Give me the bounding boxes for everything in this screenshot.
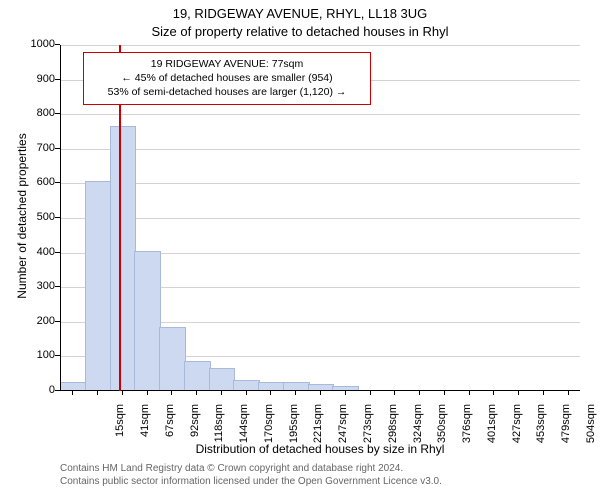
y-tick-label: 400 <box>20 246 55 258</box>
y-tick-label: 300 <box>20 280 55 292</box>
x-tick-mark <box>72 390 73 395</box>
x-tick-label: 247sqm <box>337 404 349 454</box>
x-tick-label: 170sqm <box>263 404 275 454</box>
bar <box>159 327 186 390</box>
x-tick-mark <box>221 390 222 395</box>
x-tick-mark <box>419 390 420 395</box>
x-tick-label: 118sqm <box>213 404 225 454</box>
x-tick-label: 67sqm <box>164 404 176 454</box>
y-tick-label: 700 <box>20 142 55 154</box>
x-tick-mark <box>171 390 172 395</box>
x-tick-label: 41sqm <box>139 404 151 454</box>
bar <box>258 382 285 390</box>
y-tick-label: 0 <box>20 384 55 396</box>
x-tick-mark <box>493 390 494 395</box>
y-tick-mark <box>55 252 60 253</box>
x-tick-label: 350sqm <box>436 404 448 454</box>
x-tick-mark <box>568 390 569 395</box>
x-tick-mark <box>147 390 148 395</box>
bar <box>110 126 137 390</box>
y-tick-label: 900 <box>20 73 55 85</box>
y-tick-label: 600 <box>20 176 55 188</box>
y-tick-mark <box>55 113 60 114</box>
x-tick-label: 479sqm <box>560 404 572 454</box>
y-tick-mark <box>55 148 60 149</box>
y-tick-mark <box>55 355 60 356</box>
x-tick-label: 453sqm <box>535 404 547 454</box>
footer-line2: Contains public sector information licen… <box>60 475 442 488</box>
bar <box>209 368 236 390</box>
gridline <box>60 218 580 219</box>
x-tick-mark <box>122 390 123 395</box>
y-tick-mark <box>55 390 60 391</box>
x-tick-mark <box>444 390 445 395</box>
y-tick-mark <box>55 79 60 80</box>
y-tick-mark <box>55 217 60 218</box>
bar <box>283 382 310 390</box>
y-tick-label: 500 <box>20 211 55 223</box>
x-tick-mark <box>394 390 395 395</box>
y-axis-line <box>60 45 61 391</box>
gridline <box>60 183 580 184</box>
x-tick-mark <box>320 390 321 395</box>
x-tick-label: 376sqm <box>461 404 473 454</box>
x-tick-mark <box>270 390 271 395</box>
x-tick-label: 144sqm <box>238 404 250 454</box>
footer-line1: Contains HM Land Registry data © Crown c… <box>60 462 442 475</box>
bar <box>60 382 87 390</box>
x-tick-mark <box>518 390 519 395</box>
chart-title-line2: Size of property relative to detached ho… <box>0 24 600 39</box>
y-tick-label: 1000 <box>20 38 55 50</box>
y-tick-label: 200 <box>20 315 55 327</box>
x-tick-mark <box>370 390 371 395</box>
annotation-line: 19 RIDGEWAY AVENUE: 77sqm <box>92 57 362 71</box>
x-tick-mark <box>196 390 197 395</box>
x-tick-label: 15sqm <box>114 404 126 454</box>
x-tick-label: 195sqm <box>288 404 300 454</box>
x-tick-label: 298sqm <box>387 404 399 454</box>
x-tick-mark <box>543 390 544 395</box>
x-tick-mark <box>469 390 470 395</box>
y-tick-mark <box>55 321 60 322</box>
x-tick-label: 504sqm <box>585 404 597 454</box>
bar <box>134 251 161 390</box>
bar <box>233 380 260 390</box>
bar <box>85 181 112 390</box>
x-tick-label: 273sqm <box>362 404 374 454</box>
y-tick-mark <box>55 286 60 287</box>
x-tick-label: 92sqm <box>189 404 201 454</box>
x-tick-mark <box>295 390 296 395</box>
gridline <box>60 149 580 150</box>
x-tick-label: 401sqm <box>486 404 498 454</box>
gridline <box>60 45 580 46</box>
x-tick-mark <box>246 390 247 395</box>
annotation-box: 19 RIDGEWAY AVENUE: 77sqm← 45% of detach… <box>83 52 371 105</box>
x-tick-label: 221sqm <box>312 404 324 454</box>
x-tick-mark <box>97 390 98 395</box>
x-tick-label: 324sqm <box>412 404 424 454</box>
bar <box>184 361 211 390</box>
y-tick-mark <box>55 44 60 45</box>
y-tick-label: 100 <box>20 349 55 361</box>
footer: Contains HM Land Registry data © Crown c… <box>60 462 442 488</box>
chart-title-line1: 19, RIDGEWAY AVENUE, RHYL, LL18 3UG <box>0 6 600 21</box>
x-tick-label: 427sqm <box>511 404 523 454</box>
annotation-line: 53% of semi-detached houses are larger (… <box>92 85 362 99</box>
y-tick-mark <box>55 182 60 183</box>
annotation-line: ← 45% of detached houses are smaller (95… <box>92 71 362 85</box>
x-tick-mark <box>345 390 346 395</box>
gridline <box>60 114 580 115</box>
y-tick-label: 800 <box>20 107 55 119</box>
